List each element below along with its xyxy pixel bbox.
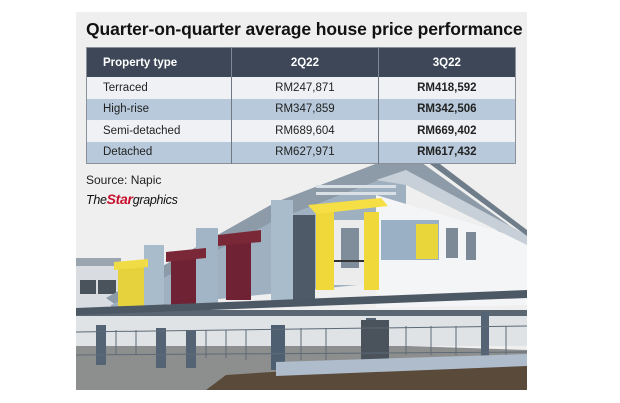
column-header-3q22: 3Q22 [378,47,516,77]
price-3q22-cell: RM669,402 [378,120,516,142]
brand-suffix: graphics [132,193,178,207]
price-3q22-cell: RM342,506 [378,98,516,120]
property-type-cell: Semi-detached [86,120,233,142]
brand-logo: TheStargraphics [86,191,178,207]
property-type-cell: High-rise [86,98,233,120]
price-2q22-cell: RM347,859 [231,98,379,120]
property-type-cell: Terraced [86,77,233,99]
infographic-panel: Quarter-on-quarter average house price p… [76,12,527,390]
table-header-row: Property type 2Q22 3Q22 [86,47,516,77]
property-type-cell: Detached [86,141,233,164]
price-table: Property type 2Q22 3Q22 Terraced RM247,8… [86,47,516,164]
table-row: Terraced RM247,871 RM418,592 [86,77,516,99]
price-2q22-cell: RM627,971 [231,141,379,164]
source-note: Source: Napic [86,173,162,187]
price-2q22-cell: RM689,604 [231,120,379,142]
chart-title: Quarter-on-quarter average house price p… [86,19,523,39]
column-header-property-type: Property type [86,47,233,77]
price-3q22-cell: RM617,432 [378,141,516,164]
column-header-2q22: 2Q22 [231,47,379,77]
table-row: Semi-detached RM689,604 RM669,402 [86,120,516,142]
price-2q22-cell: RM247,871 [231,77,379,99]
house-photo [76,142,527,390]
table-row: Detached RM627,971 RM617,432 [86,141,516,164]
brand-prefix: The [86,193,107,207]
brand-star: Star [106,191,133,207]
table-row: High-rise RM347,859 RM342,506 [86,98,516,120]
price-3q22-cell: RM418,592 [378,77,516,99]
